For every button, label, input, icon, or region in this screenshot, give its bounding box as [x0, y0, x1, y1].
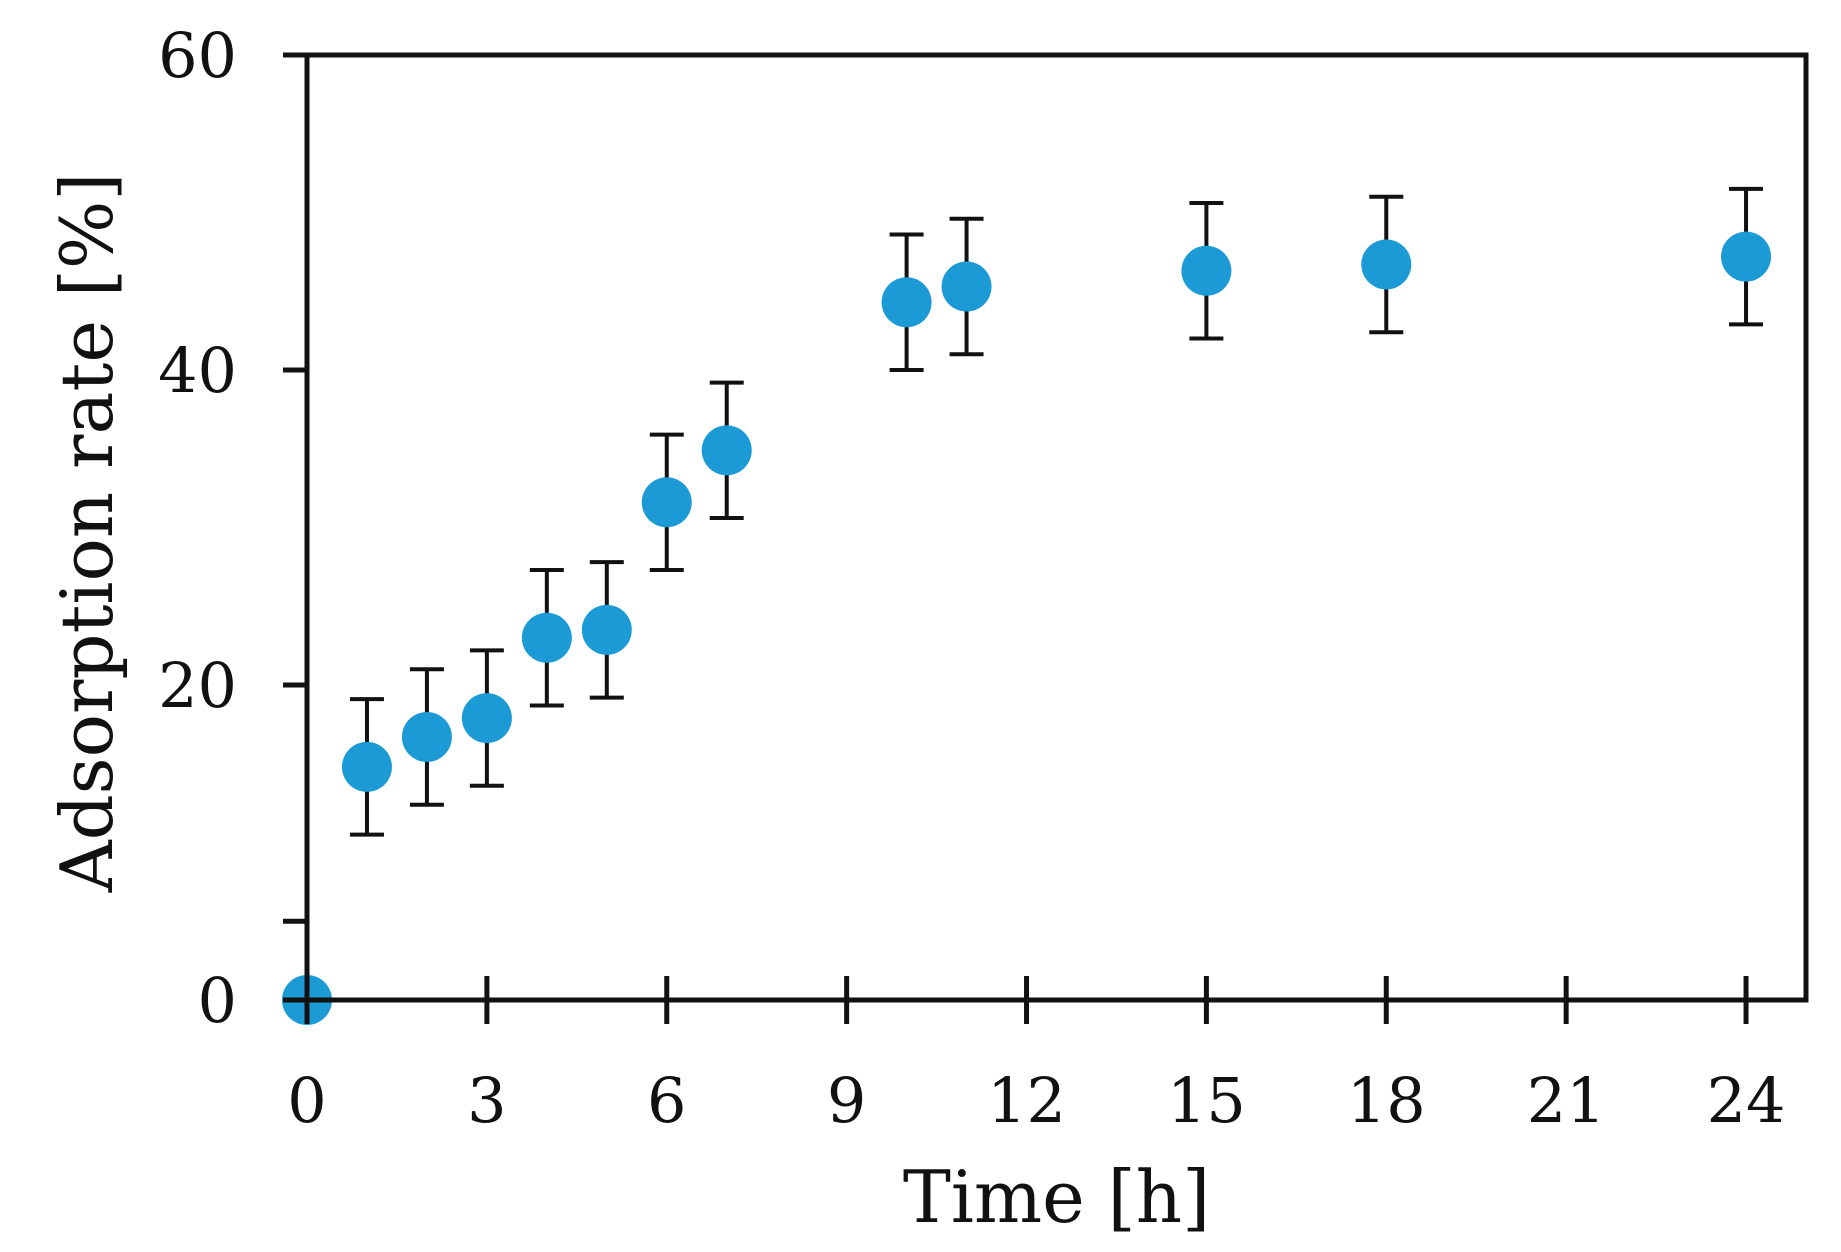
data-point-7: [701, 425, 752, 476]
x-tick-label-12: 12: [987, 1064, 1066, 1137]
y-axis-ticks: 0 20 40 60: [158, 19, 307, 1037]
x-tick-label-3: 3: [467, 1064, 506, 1137]
data-point-10: [1181, 245, 1232, 296]
data-point-1: [341, 741, 392, 792]
x-tick-label-24: 24: [1707, 1064, 1786, 1137]
y-tick-label-0: 0: [198, 964, 237, 1037]
x-axis-title: Time [h]: [903, 1155, 1210, 1239]
data-point-8: [881, 277, 932, 328]
y-tick-label-20: 20: [158, 649, 237, 722]
data-point-6: [641, 477, 692, 528]
y-tick-label-60: 60: [158, 19, 237, 92]
data-point-3: [461, 693, 512, 744]
x-tick-label-18: 18: [1347, 1064, 1426, 1137]
x-tick-label-9: 9: [827, 1064, 866, 1137]
data-point-5: [581, 604, 632, 655]
x-tick-label-6: 6: [647, 1064, 686, 1137]
data-point-11: [1361, 239, 1412, 290]
y-tick-label-40: 40: [158, 334, 237, 407]
data-point-12: [1721, 231, 1772, 282]
x-tick-label-0: 0: [287, 1064, 326, 1137]
error-bars-layer: [349, 186, 1764, 837]
data-points-layer: [282, 231, 1772, 1025]
x-axis-ticks: 0 3 6 9 12 15 18 21 24: [287, 976, 1785, 1137]
y-axis-title: Adsorption rate [%]: [45, 173, 129, 894]
data-point-2: [401, 711, 452, 762]
data-point-4: [521, 612, 572, 663]
data-point-9: [941, 261, 992, 312]
plot-frame: [304, 52, 1809, 1003]
x-tick-label-15: 15: [1167, 1064, 1246, 1137]
x-tick-label-21: 21: [1527, 1064, 1606, 1137]
